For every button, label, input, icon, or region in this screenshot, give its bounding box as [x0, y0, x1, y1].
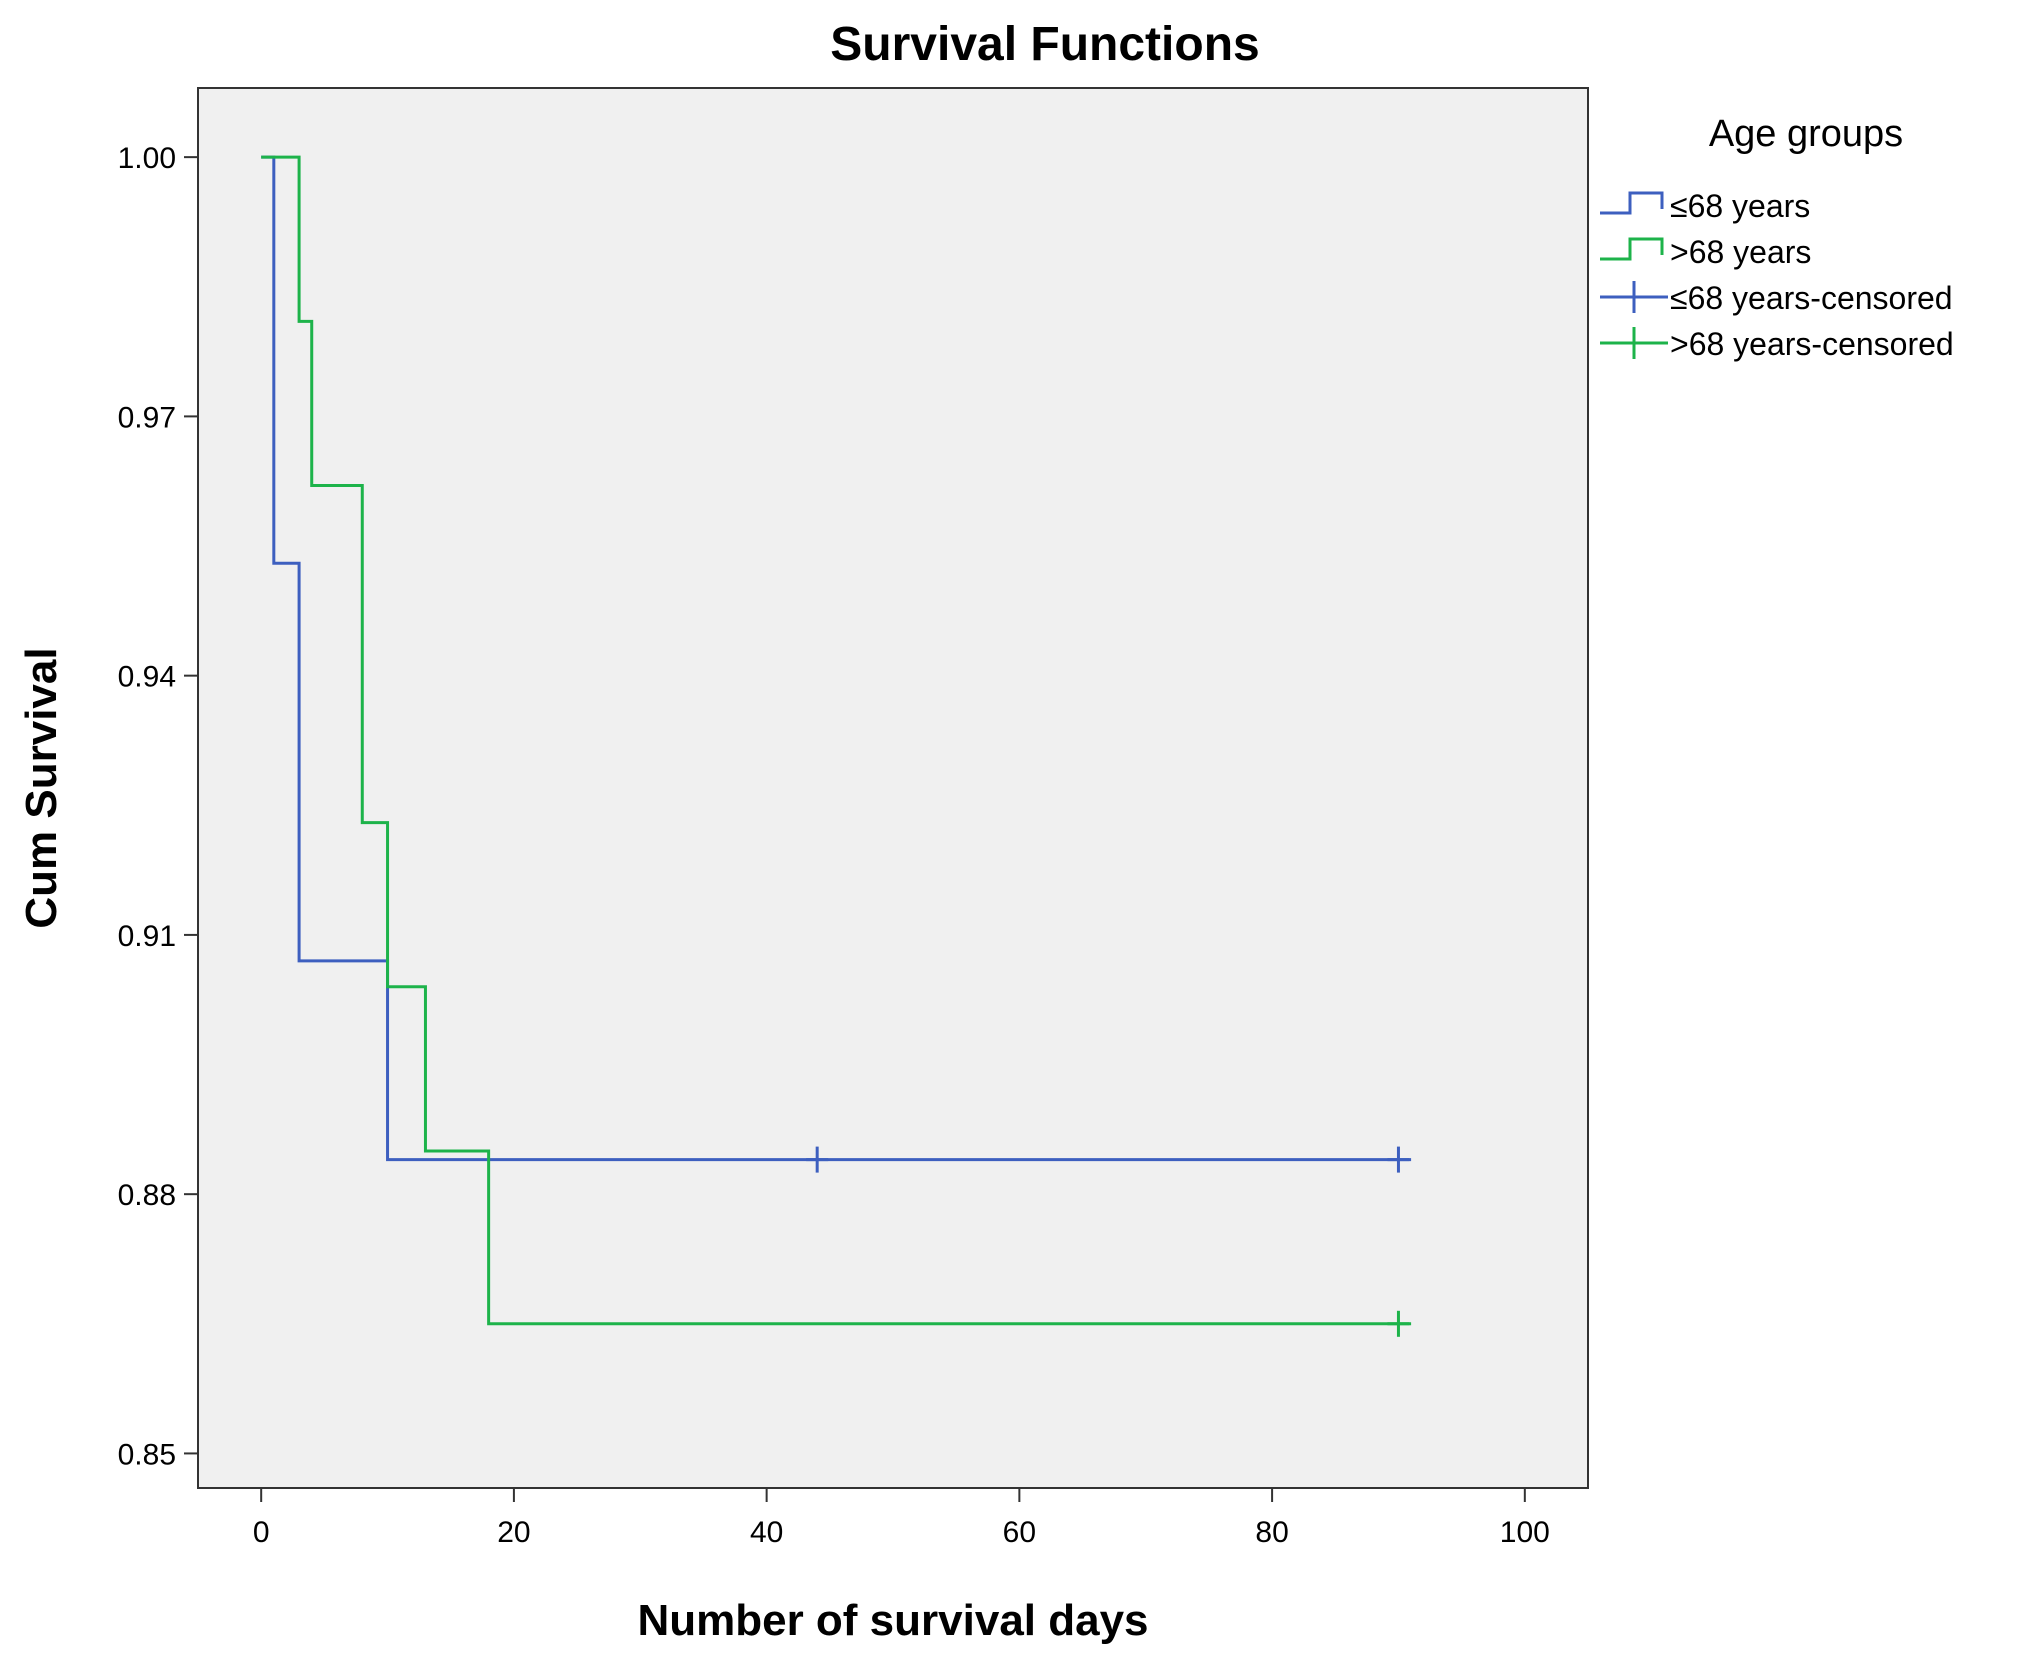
- legend-items: ≤68 years >68 years ≤68 years-censored >68 …: [1600, 188, 1954, 362]
- censor-mark: [1387, 1310, 1410, 1337]
- legend-item: ≤68 years: [1600, 188, 1810, 224]
- legend-item: >68 years: [1600, 234, 1811, 270]
- legend-label: >68 years-censored: [1670, 326, 1954, 362]
- plot-area: [197, 87, 1589, 1489]
- chart-title: Survival Functions: [830, 18, 1259, 71]
- y-tick-label: 0.97: [118, 401, 176, 434]
- y-tick-label: 1.00: [118, 142, 176, 175]
- x-axis-label: Number of survival days: [637, 1596, 1148, 1645]
- censor-mark: [806, 1146, 829, 1173]
- legend-label: >68 years: [1670, 234, 1811, 270]
- legend-item: >68 years-censored: [1600, 326, 1954, 362]
- series-line-1: [261, 155, 1412, 1326]
- x-axis: 0 20 40 60 80 100: [253, 1488, 1550, 1549]
- y-axis-label: Cum Survival: [17, 647, 66, 928]
- legend-title: Age groups: [1709, 113, 1903, 155]
- series-line-0: [261, 155, 1412, 1162]
- x-tick-label: 0: [253, 1516, 270, 1549]
- y-tick-label: 0.85: [118, 1438, 176, 1471]
- x-tick-label: 20: [497, 1516, 530, 1549]
- legend-step-swatch: [1600, 237, 1664, 261]
- legend-label: ≤68 years: [1670, 188, 1810, 224]
- censor-mark: [1387, 1146, 1410, 1173]
- x-tick-label: 80: [1255, 1516, 1288, 1549]
- x-tick-label: 60: [1003, 1516, 1036, 1549]
- legend-step-swatch: [1600, 191, 1664, 215]
- x-tick-label: 100: [1500, 1516, 1550, 1549]
- y-tick-label: 0.88: [118, 1179, 176, 1212]
- legend-item: ≤68 years-censored: [1600, 280, 1953, 316]
- y-tick-label: 0.94: [118, 661, 176, 694]
- series-layer: [261, 155, 1412, 1337]
- y-axis: 0.85 0.88 0.91 0.94 0.97 1.00: [118, 142, 198, 1471]
- legend: Age groups ≤68 years >68 years ≤68 years-c…: [1600, 113, 1954, 362]
- legend-label: ≤68 years-censored: [1670, 280, 1953, 316]
- x-tick-label: 40: [750, 1516, 783, 1549]
- y-tick-label: 0.91: [118, 920, 176, 953]
